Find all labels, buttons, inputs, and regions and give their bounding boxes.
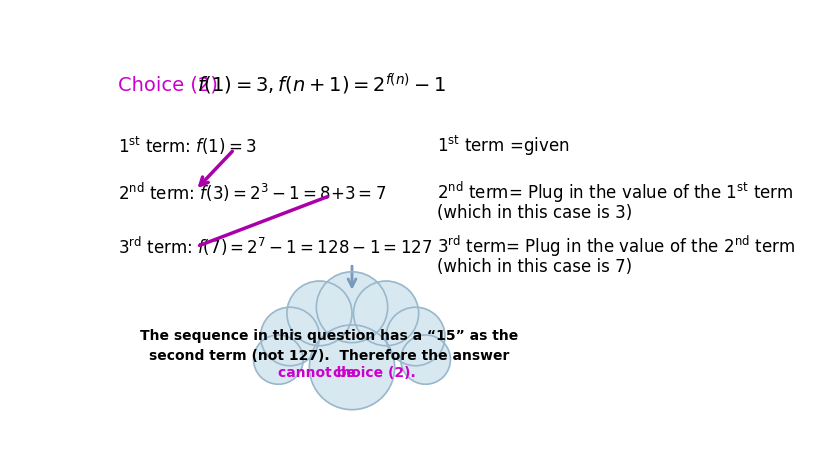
Text: $2^{\rm nd}$ term= Plug in the value of the $1^{\rm st}$ term: $2^{\rm nd}$ term= Plug in the value of … bbox=[438, 180, 794, 205]
Text: cannot be: cannot be bbox=[279, 366, 356, 380]
Circle shape bbox=[260, 307, 319, 366]
Text: choice (2).: choice (2). bbox=[333, 366, 415, 380]
Text: $1^{\rm st}$ term: $f(1) = 3$: $1^{\rm st}$ term: $f(1) = 3$ bbox=[118, 135, 256, 158]
Circle shape bbox=[287, 281, 352, 346]
Circle shape bbox=[354, 281, 418, 346]
Circle shape bbox=[316, 272, 388, 343]
Circle shape bbox=[310, 325, 394, 410]
Text: (which in this case is 3): (which in this case is 3) bbox=[438, 204, 632, 222]
Circle shape bbox=[254, 335, 303, 384]
Circle shape bbox=[386, 307, 445, 366]
Text: (which in this case is 7): (which in this case is 7) bbox=[438, 258, 632, 276]
Text: $3^{\rm rd}$ term: $f(7) = 2^7 - 1 = 128 - 1 = 127$: $3^{\rm rd}$ term: $f(7) = 2^7 - 1 = 128… bbox=[118, 235, 433, 258]
Text: The sequence in this question has a “15” as the: The sequence in this question has a “15”… bbox=[140, 329, 518, 343]
Text: Choice (2): Choice (2) bbox=[118, 75, 224, 94]
Circle shape bbox=[401, 335, 450, 384]
Text: $1^{\rm st}$ term =given: $1^{\rm st}$ term =given bbox=[438, 134, 570, 158]
Text: $3^{\rm rd}$ term= Plug in the value of the $2^{\rm nd}$ term: $3^{\rm rd}$ term= Plug in the value of … bbox=[438, 234, 795, 259]
Text: $f(1) = 3, f(n+1) = 2^{f(n)} - 1$: $f(1) = 3, f(n+1) = 2^{f(n)} - 1$ bbox=[197, 72, 446, 97]
Text: $2^{\rm nd}$ term: $f(3) = 2^3 - 1{=}8{+}3{=}7$: $2^{\rm nd}$ term: $f(3) = 2^3 - 1{=}8{+… bbox=[118, 181, 386, 204]
Text: second term (not 127).  Therefore the answer: second term (not 127). Therefore the ans… bbox=[149, 349, 509, 363]
